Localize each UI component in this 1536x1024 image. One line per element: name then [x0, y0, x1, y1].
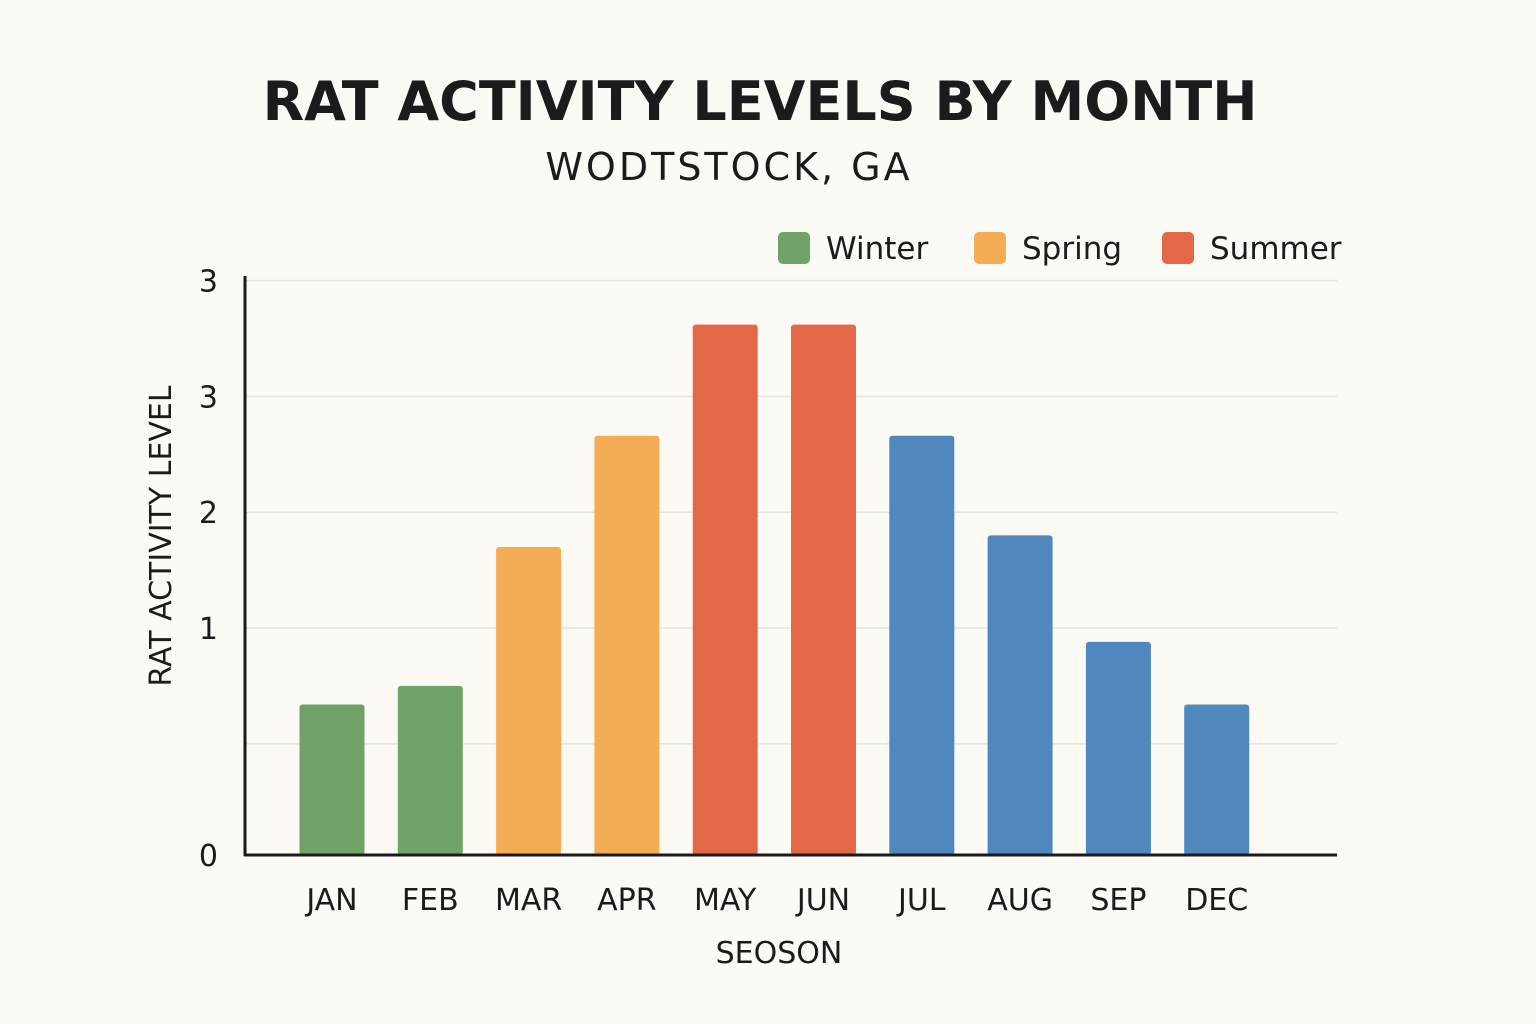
legend-label-summer: Summer — [1210, 231, 1342, 267]
legend-swatch-spring — [974, 232, 1006, 264]
x-tick-label-aug: AUG — [987, 883, 1053, 918]
x-tick-label-mar: MAR — [495, 883, 562, 918]
bars — [299, 324, 1250, 855]
y-tick-label: 3 — [199, 265, 218, 300]
x-tick-label-jun: JUN — [795, 883, 850, 918]
bar-apr — [594, 435, 660, 855]
y-tick-labels: 0 1 2 3 3 — [199, 265, 218, 874]
chart-subtitle: WODTSTOCK, GA — [545, 145, 912, 189]
x-tick-label-jan: JAN — [304, 883, 357, 918]
y-tick-label: 3 — [199, 380, 218, 415]
y-tick-label: 0 — [199, 839, 218, 874]
y-axis-label: RAT ACTIVITY LEVEL — [144, 385, 179, 687]
bar-aug — [987, 535, 1053, 855]
legend-swatch-winter — [778, 232, 810, 264]
x-tick-label-feb: FEB — [402, 883, 459, 918]
y-tick-label: 2 — [199, 496, 218, 531]
x-tick-label-may: MAY — [694, 883, 757, 918]
x-tick-labels: JAN FEB MAR APR MAY JUN JUL AUG SEP DEC — [304, 883, 1248, 918]
bar-jun — [791, 324, 856, 855]
x-tick-label-dec: DEC — [1185, 883, 1248, 918]
x-axis-label: SEOSON — [716, 936, 843, 971]
x-tick-label-jul: JUL — [896, 883, 946, 918]
chart-title: RAT ACTIVITY LEVELS BY MONTH — [263, 70, 1258, 133]
legend-label-winter: Winter — [826, 231, 928, 267]
bar-jan — [299, 704, 365, 855]
x-tick-label-sep: SEP — [1090, 883, 1146, 918]
legend: Winter Spring Summer — [778, 231, 1342, 267]
y-tick-label: 1 — [199, 612, 218, 647]
legend-label-spring: Spring — [1022, 231, 1122, 267]
bar-feb — [397, 685, 463, 855]
legend-swatch-summer — [1162, 232, 1194, 264]
bar-sep — [1085, 641, 1151, 855]
bar-dec — [1184, 704, 1250, 855]
bar-may — [692, 324, 758, 855]
x-tick-label-apr: APR — [597, 883, 656, 918]
bar-mar — [496, 546, 562, 855]
bar-jul — [889, 435, 955, 855]
